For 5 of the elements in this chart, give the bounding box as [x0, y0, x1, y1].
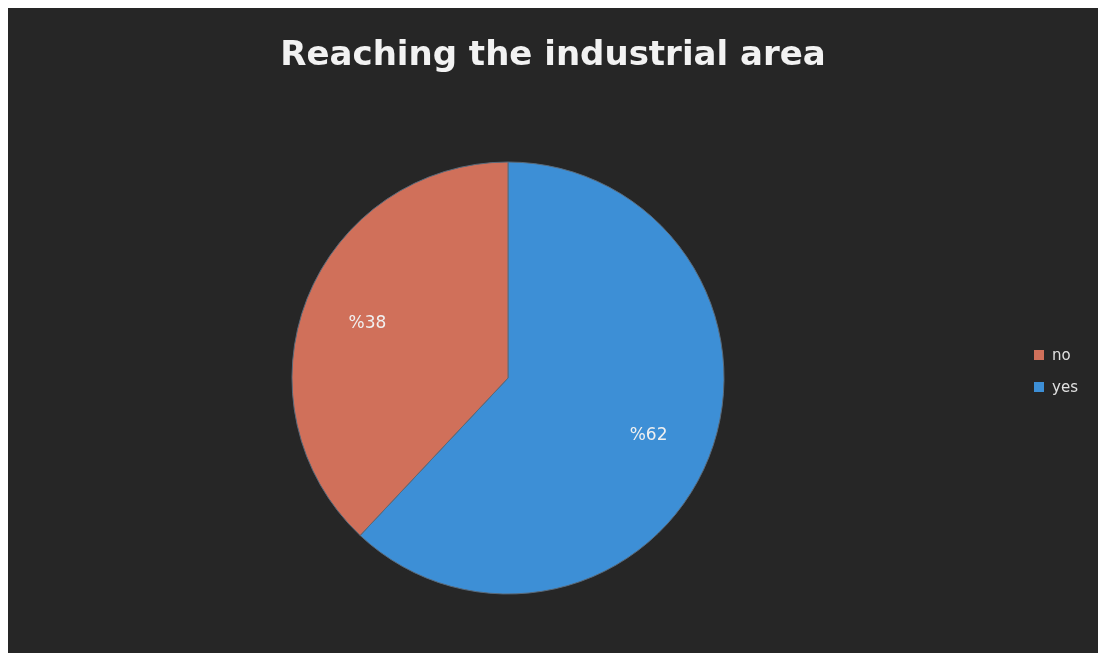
- data-label: %38: [348, 312, 387, 333]
- legend-label: yes: [1052, 377, 1078, 396]
- legend-label: no: [1052, 345, 1071, 364]
- chart-title: Reaching the industrial area: [279, 32, 827, 75]
- data-label: %62: [629, 423, 668, 444]
